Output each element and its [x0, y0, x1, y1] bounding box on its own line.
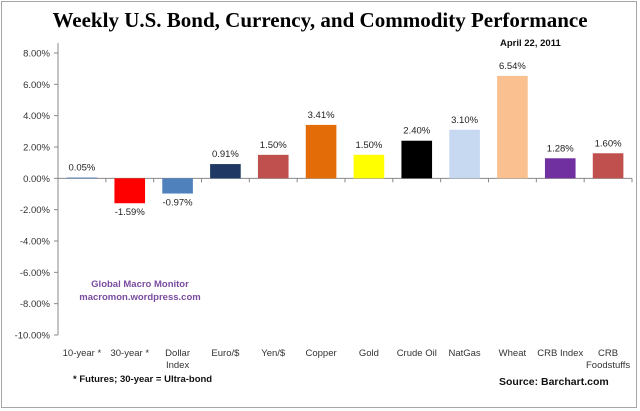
y-tick-label: 6.00% — [23, 80, 50, 91]
category-label: Copper — [305, 348, 336, 359]
bar — [114, 178, 146, 204]
data-label: 1.28% — [547, 143, 574, 154]
bar — [353, 154, 385, 179]
bar — [497, 75, 528, 179]
data-label: 1.50% — [260, 140, 287, 151]
chart-title: Weekly U.S. Bond, Currency, and Commodit… — [52, 8, 588, 32]
bar — [592, 153, 624, 179]
bar — [544, 158, 576, 179]
data-label: 0.05% — [68, 163, 95, 174]
category-label: NatGas — [448, 348, 480, 359]
y-tick-label: -2.00% — [20, 205, 51, 216]
category-label: CRB — [598, 348, 618, 359]
data-label: 3.10% — [451, 115, 478, 126]
category-label: Index — [166, 360, 189, 371]
data-label: 3.41% — [308, 110, 335, 121]
category-label: 30-year * — [110, 348, 149, 359]
data-label: -0.97% — [163, 198, 194, 209]
data-label: 0.91% — [212, 149, 239, 160]
category-label: Crude Oil — [397, 348, 437, 359]
y-tick-label: -6.00% — [20, 268, 51, 279]
y-tick-label: 8.00% — [23, 49, 50, 60]
bar — [66, 177, 98, 179]
watermark: Global Macro Monitor macromon.wordpress.… — [60, 278, 220, 304]
source-credit: Source: Barchart.com — [499, 376, 609, 388]
watermark-line2: macromon.wordpress.com — [79, 292, 201, 303]
y-tick-label: 4.00% — [23, 111, 50, 122]
category-label: Wheat — [499, 348, 527, 359]
category-label: Dollar — [165, 348, 190, 359]
bar — [305, 124, 337, 179]
bar — [162, 178, 193, 194]
bar — [210, 164, 241, 179]
bar — [401, 140, 433, 179]
data-label: 2.40% — [403, 126, 430, 137]
y-tick-label: 0.00% — [23, 174, 50, 185]
category-label: CRB Index — [537, 348, 583, 359]
y-tick-label: -10.00% — [15, 331, 51, 342]
chart-date: April 22, 2011 — [500, 38, 561, 49]
data-label: 1.50% — [355, 140, 382, 151]
category-label: Euro/$ — [211, 348, 240, 359]
y-tick-label: -8.00% — [20, 299, 51, 310]
y-tick-label: -4.00% — [20, 237, 51, 248]
category-label: Gold — [359, 348, 379, 359]
y-tick-label: 2.00% — [23, 143, 50, 154]
data-label: -1.59% — [115, 207, 146, 218]
category-label: Foodstuffs — [586, 360, 630, 371]
watermark-line1: Global Macro Monitor — [91, 279, 189, 290]
category-label: Yen/$ — [261, 348, 286, 359]
data-label: 6.54% — [499, 61, 526, 72]
data-label: 1.60% — [595, 138, 622, 149]
category-label: 10-year * — [63, 348, 102, 359]
footnote: * Futures; 30-year = Ultra-bond — [73, 374, 213, 385]
bar — [257, 154, 289, 179]
bar — [449, 129, 480, 179]
